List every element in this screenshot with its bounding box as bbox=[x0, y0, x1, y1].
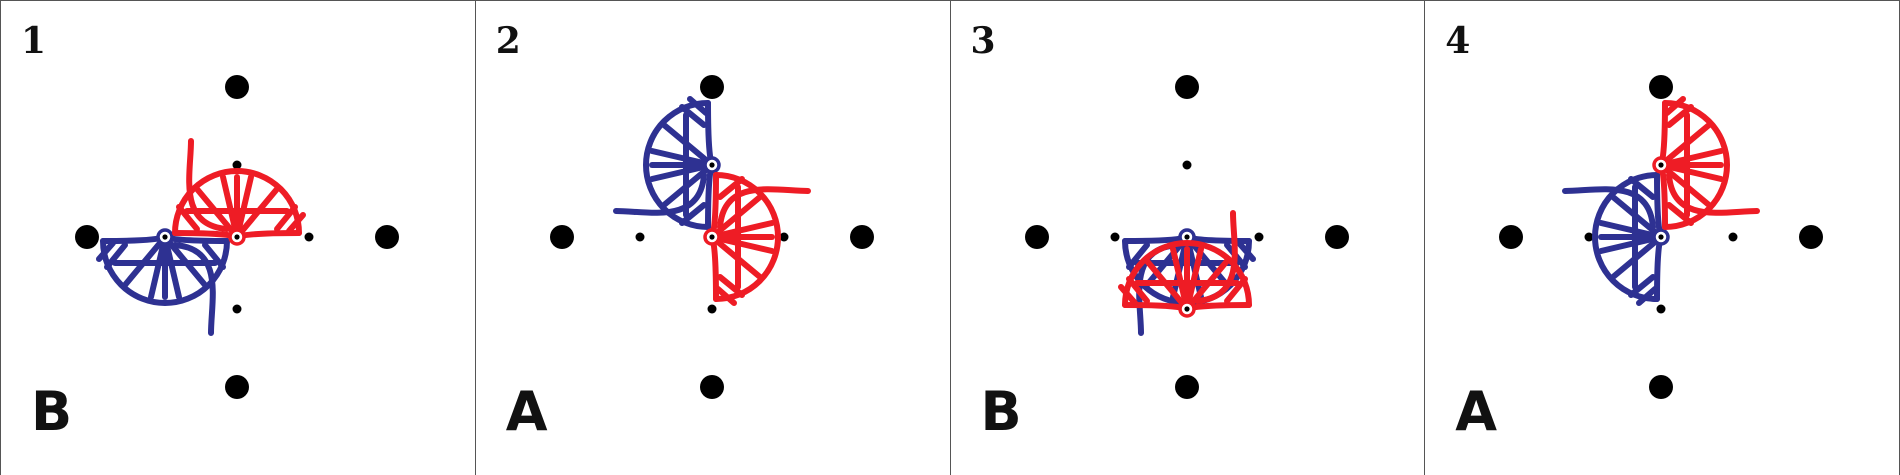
spot-small-right bbox=[304, 232, 314, 242]
fan-hook bbox=[714, 274, 745, 306]
tail-stroke bbox=[1562, 186, 1657, 230]
spot-large-right bbox=[1324, 225, 1349, 249]
spot-small-top bbox=[232, 160, 242, 170]
tail-stroke bbox=[716, 186, 811, 230]
fan-hook bbox=[1628, 176, 1657, 200]
panel-1: 1 B bbox=[1, 1, 476, 475]
spot-large-top bbox=[225, 75, 249, 99]
panel-number: 1 bbox=[21, 20, 47, 62]
spot-large-top bbox=[1649, 75, 1674, 99]
red-figure bbox=[1117, 210, 1252, 318]
blue-figure bbox=[1562, 172, 1670, 306]
blue-figure bbox=[612, 96, 721, 230]
spot-small-top bbox=[1182, 160, 1191, 170]
fan-hook bbox=[1666, 202, 1695, 226]
panel-diagram bbox=[1499, 75, 1824, 399]
panel-number: 4 bbox=[1445, 20, 1471, 62]
fan-hook bbox=[678, 202, 707, 226]
fan-hook bbox=[274, 204, 306, 234]
tail-stroke bbox=[612, 172, 707, 216]
tail-stroke bbox=[1193, 210, 1238, 304]
spot-large-left bbox=[1499, 225, 1524, 249]
spot-small-right bbox=[779, 232, 789, 242]
pivot-dot bbox=[709, 162, 715, 168]
spot-small-left bbox=[635, 232, 645, 242]
fan-hook bbox=[1223, 276, 1248, 304]
panel-2: 2 A bbox=[475, 1, 951, 475]
fan-hook bbox=[202, 242, 226, 270]
pivot-dot bbox=[1658, 162, 1664, 168]
panel-letter: B bbox=[980, 380, 1022, 443]
spot-large-left bbox=[75, 225, 99, 249]
fan-hook bbox=[716, 176, 745, 200]
spot-small-bottom bbox=[232, 304, 242, 314]
panel-diagram bbox=[1024, 75, 1349, 399]
spot-large-bottom bbox=[1174, 375, 1199, 399]
panel-number: 2 bbox=[495, 20, 521, 62]
panel-letter: B bbox=[31, 380, 73, 443]
red-figure bbox=[703, 172, 811, 306]
pivot-dot bbox=[1658, 234, 1664, 240]
spot-large-left bbox=[549, 225, 574, 249]
spot-large-right bbox=[1799, 225, 1824, 249]
spot-large-bottom bbox=[225, 375, 249, 399]
pivot-dot bbox=[709, 234, 715, 240]
spot-small-left bbox=[1110, 232, 1119, 242]
tail-stroke bbox=[172, 242, 216, 336]
spot-small-left bbox=[1584, 232, 1594, 242]
fan-hook bbox=[1125, 242, 1150, 270]
spot-large-bottom bbox=[1649, 375, 1674, 399]
panel-diagram bbox=[75, 75, 399, 399]
fan-hook bbox=[1117, 276, 1150, 306]
pivot-dot bbox=[234, 234, 240, 240]
spot-small-right bbox=[1728, 232, 1738, 242]
pivot-dot bbox=[1183, 306, 1190, 312]
red-figure bbox=[1652, 96, 1761, 230]
panel-4: 4 A bbox=[1425, 1, 1900, 475]
tail-stroke bbox=[1666, 172, 1761, 216]
spot-small-right bbox=[1254, 232, 1263, 242]
tail-stroke bbox=[186, 138, 230, 232]
panel-diagram bbox=[549, 75, 874, 399]
red-figure bbox=[172, 138, 306, 246]
fan-hook bbox=[678, 96, 709, 128]
spot-large-left bbox=[1024, 225, 1049, 249]
fan-hook bbox=[96, 240, 128, 270]
fan-hook bbox=[1628, 274, 1659, 306]
blue-figure bbox=[96, 228, 230, 336]
pivot-dot bbox=[162, 234, 168, 240]
panel-3: 3 B bbox=[950, 1, 1426, 475]
spot-large-right bbox=[849, 225, 874, 249]
spot-small-bottom bbox=[707, 304, 717, 314]
spot-large-top bbox=[699, 75, 724, 99]
spot-large-bottom bbox=[699, 375, 724, 399]
panel-number: 3 bbox=[970, 20, 996, 62]
fan-hook bbox=[176, 204, 200, 232]
fan-hook bbox=[1664, 96, 1695, 128]
panel-letter: A bbox=[1455, 380, 1498, 443]
pivot-dot bbox=[1183, 234, 1190, 240]
spot-small-bottom bbox=[1656, 304, 1666, 314]
spot-large-right bbox=[375, 225, 399, 249]
spot-large-top bbox=[1174, 75, 1199, 99]
panel-letter: A bbox=[505, 380, 548, 443]
